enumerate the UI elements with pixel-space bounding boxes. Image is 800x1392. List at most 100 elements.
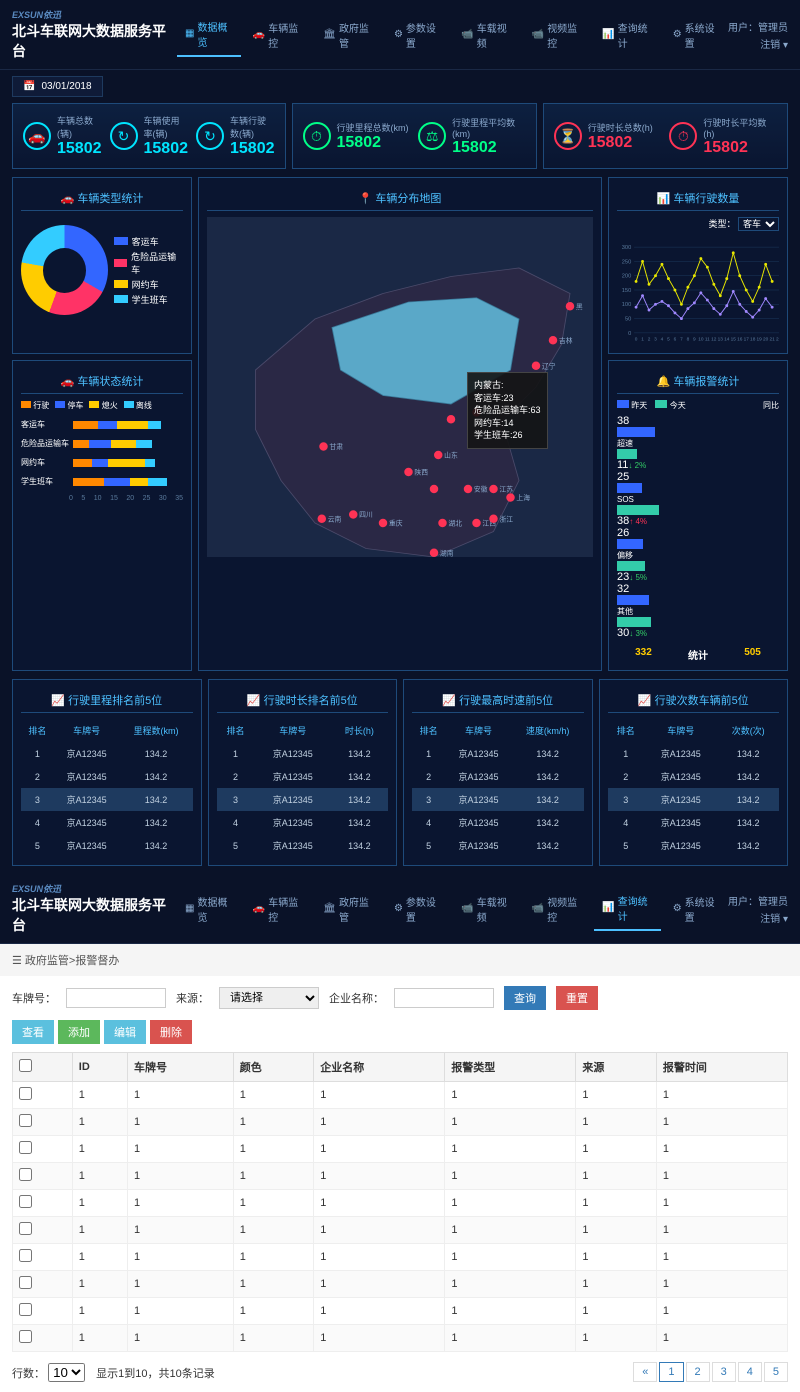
nav-item-0[interactable]: ▦数据概览 — [177, 13, 241, 57]
page-link[interactable]: 2 — [686, 1362, 710, 1382]
logout-link[interactable]: 注销 ▾ — [728, 910, 788, 925]
nav-item-4[interactable]: 📹车载视频 — [453, 887, 519, 931]
nav-item-3[interactable]: ⚙参数设置 — [386, 887, 449, 931]
nav-icon: ⚙ — [673, 29, 682, 40]
reset-button[interactable]: 重置 — [556, 986, 598, 1010]
bar-row: 危险品运输车 — [21, 438, 183, 449]
logout-link[interactable]: 注销 ▾ — [728, 36, 788, 51]
table-row[interactable]: 3京A12345134.2 — [608, 788, 780, 811]
row-checkbox[interactable] — [19, 1195, 32, 1208]
panel-title: 🔔 车辆报警统计 — [617, 369, 779, 394]
nav-icon: 📹 — [461, 903, 473, 914]
table-row[interactable]: 1111111 — [13, 1244, 788, 1271]
nav-item-1[interactable]: 🚗车辆监控 — [245, 887, 311, 931]
svg-text:15: 15 — [731, 337, 737, 343]
table-row[interactable]: 4京A12345134.2 — [217, 811, 389, 834]
type-select[interactable]: 客车 — [738, 217, 779, 231]
page-info: 显示1到10，共10条记录 — [96, 1368, 215, 1380]
legend-item: 危险品运输车 — [114, 250, 183, 276]
table-row[interactable]: 1111111 — [13, 1217, 788, 1244]
page-link[interactable]: 5 — [764, 1362, 788, 1382]
table-row[interactable]: 1京A12345134.2 — [412, 742, 584, 765]
action-编辑[interactable]: 编辑 — [104, 1020, 146, 1044]
rank-panel-0: 📈 行驶里程排名前5位排名车牌号里程数(km)1京A12345134.22京A1… — [12, 679, 202, 866]
panel-title: 📈 行驶最高时速前5位 — [412, 688, 584, 713]
table-row[interactable]: 1111111 — [13, 1190, 788, 1217]
table-row[interactable]: 1111111 — [13, 1298, 788, 1325]
row-checkbox[interactable] — [19, 1303, 32, 1316]
stacked-bar-chart: 客运车危险品运输车网约车学生班车05101520253035 — [21, 419, 183, 502]
table-row[interactable]: 5京A12345134.2 — [217, 834, 389, 857]
table-row[interactable]: 4京A12345134.2 — [608, 811, 780, 834]
action-查看[interactable]: 查看 — [12, 1020, 54, 1044]
plate-input[interactable] — [66, 988, 166, 1008]
select-all[interactable] — [19, 1059, 32, 1072]
header-1: EXSUN依迅 北斗车联网大数据服务平台 ▦数据概览🚗车辆监控🏛政府监管⚙参数设… — [0, 0, 800, 70]
nav-item-2[interactable]: 🏛政府监管 — [315, 13, 382, 57]
table-row[interactable]: 2京A12345134.2 — [21, 765, 193, 788]
china-map[interactable]: 黑吉林辽宁甘肃山东陕西安徽江苏上海四川重庆湖北江西浙江湖南云南 内蒙古:客运车:… — [207, 217, 593, 557]
row-checkbox[interactable] — [19, 1222, 32, 1235]
row-checkbox[interactable] — [19, 1087, 32, 1100]
source-select[interactable]: 请选择 — [219, 987, 319, 1009]
table-row[interactable]: 1111111 — [13, 1136, 788, 1163]
nav-item-7[interactable]: ⚙系统设置 — [665, 887, 728, 931]
row-checkbox[interactable] — [19, 1141, 32, 1154]
table-row[interactable]: 5京A12345134.2 — [608, 834, 780, 857]
page-link[interactable]: 1 — [659, 1362, 683, 1382]
table-row[interactable]: 3京A12345134.2 — [217, 788, 389, 811]
date-picker[interactable]: 📅 03/01/2018 — [12, 76, 103, 97]
page-link[interactable]: 3 — [712, 1362, 736, 1382]
page-size-select[interactable]: 10 — [48, 1363, 85, 1382]
table-row[interactable]: 1111111 — [13, 1325, 788, 1352]
table-row[interactable]: 5京A12345134.2 — [412, 834, 584, 857]
nav-item-6[interactable]: 📊查询统计 — [594, 887, 660, 931]
donut-legend: 客运车危险品运输车网约车学生班车 — [114, 233, 183, 308]
table-row[interactable]: 1京A12345134.2 — [217, 742, 389, 765]
table-row[interactable]: 3京A12345134.2 — [412, 788, 584, 811]
svg-text:13: 13 — [718, 337, 724, 343]
row-checkbox[interactable] — [19, 1330, 32, 1343]
table-row[interactable]: 4京A12345134.2 — [21, 811, 193, 834]
svg-text:云南: 云南 — [328, 514, 342, 523]
table-row[interactable]: 4京A12345134.2 — [412, 811, 584, 834]
logo: EXSUN依迅 北斗车联网大数据服务平台 — [12, 8, 177, 61]
nav-item-6[interactable]: 📊查询统计 — [594, 13, 660, 57]
table-row[interactable]: 2京A12345134.2 — [217, 765, 389, 788]
legend-item: 熄火 — [89, 400, 117, 411]
nav-item-3[interactable]: ⚙参数设置 — [386, 13, 449, 57]
row-checkbox[interactable] — [19, 1114, 32, 1127]
nav-item-2[interactable]: 🏛政府监管 — [315, 887, 382, 931]
table-row[interactable]: 1111111 — [13, 1271, 788, 1298]
nav-item-4[interactable]: 📹车载视频 — [453, 13, 519, 57]
nav-item-1[interactable]: 🚗车辆监控 — [245, 13, 311, 57]
row-checkbox[interactable] — [19, 1249, 32, 1262]
table-row[interactable]: 2京A12345134.2 — [608, 765, 780, 788]
table-row[interactable]: 2京A12345134.2 — [412, 765, 584, 788]
table-row[interactable]: 1111111 — [13, 1082, 788, 1109]
row-checkbox[interactable] — [19, 1276, 32, 1289]
source-label: 来源： — [176, 990, 209, 1006]
vehicle-status-panel: 🚗 车辆状态统计 行驶 停车 熄火 离线 客运车危险品运输车网约车学生班车051… — [12, 360, 192, 671]
table-row[interactable]: 3京A12345134.2 — [21, 788, 193, 811]
table-row[interactable]: 1111111 — [13, 1109, 788, 1136]
stat-label: 车辆行驶数(辆) — [230, 114, 275, 140]
action-添加[interactable]: 添加 — [58, 1020, 100, 1044]
table-row[interactable]: 1京A12345134.2 — [608, 742, 780, 765]
svg-text:9: 9 — [693, 337, 696, 343]
nav-item-5[interactable]: 📹视频监控 — [524, 887, 590, 931]
table-row[interactable]: 5京A12345134.2 — [21, 834, 193, 857]
row-checkbox[interactable] — [19, 1168, 32, 1181]
nav-item-0[interactable]: ▦数据概览 — [177, 887, 241, 931]
nav-item-7[interactable]: ⚙系统设置 — [665, 13, 728, 57]
table-row[interactable]: 1111111 — [13, 1163, 788, 1190]
query-button[interactable]: 查询 — [504, 986, 546, 1010]
nav-icon: 🏛 — [323, 903, 336, 914]
alarm-legend: 昨天 今天 同比 — [617, 400, 779, 411]
action-删除[interactable]: 删除 — [150, 1020, 192, 1044]
company-input[interactable] — [394, 988, 494, 1008]
table-row[interactable]: 1京A12345134.2 — [21, 742, 193, 765]
page-link[interactable]: « — [633, 1362, 657, 1382]
nav-item-5[interactable]: 📹视频监控 — [524, 13, 590, 57]
page-link[interactable]: 4 — [738, 1362, 762, 1382]
